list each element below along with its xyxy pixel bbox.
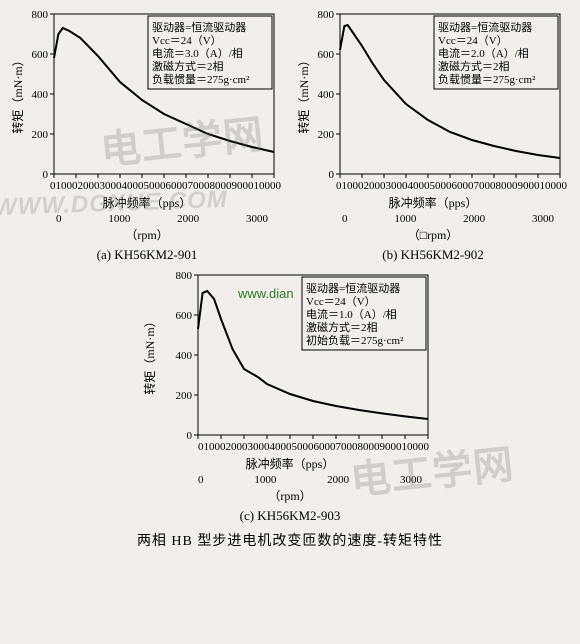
svg-text:0: 0 bbox=[43, 169, 49, 181]
svg-text:400: 400 bbox=[176, 350, 193, 362]
chart-a-svg: 0 200 400 600 800 转矩（mN·m） 驱动器=恒流驱动器Vcc＝24（V）电… bbox=[8, 6, 286, 182]
svg-text:初始负载＝275g·cm²: 初始负载＝275g·cm² bbox=[306, 333, 404, 347]
tick-label: 0 bbox=[198, 474, 204, 486]
tick-label: 0 bbox=[56, 213, 62, 225]
tick-label: 1000 bbox=[394, 213, 416, 225]
tick-label: 2000 bbox=[327, 474, 349, 486]
chart-b-rpm-ticks: 0 1000 2000 3000 bbox=[294, 213, 572, 225]
chart-a-subcaption: (a) KH56KM2-901 bbox=[8, 247, 286, 263]
tick-label: 0 bbox=[342, 213, 348, 225]
svg-text:负载惯量＝275g·cm²: 负载惯量＝275g·cm² bbox=[152, 72, 250, 86]
svg-text:转矩（mN·m）: 转矩（mN·m） bbox=[10, 54, 25, 133]
chart-c-svg: 0 200 400 600 800 转矩（mN·m） 驱动器=恒流驱动器Vcc＝24（V）电… bbox=[140, 267, 440, 443]
svg-text:激磁方式＝2相: 激磁方式＝2相 bbox=[438, 59, 510, 73]
svg-text:负载惯量＝275g·cm²: 负载惯量＝275g·cm² bbox=[438, 72, 536, 86]
svg-text:驱动器=恒流驱动器: 驱动器=恒流驱动器 bbox=[438, 20, 532, 34]
svg-text:600: 600 bbox=[318, 49, 335, 61]
chart-c-rpm-ticks: 0 1000 2000 3000 bbox=[140, 474, 440, 486]
svg-text:Vcc＝24（V）: Vcc＝24（V） bbox=[306, 295, 376, 308]
svg-text:电流＝3.0（A）/相: 电流＝3.0（A）/相 bbox=[152, 46, 243, 60]
svg-text:电流＝1.0（A）/相: 电流＝1.0（A）/相 bbox=[306, 307, 397, 321]
svg-text:200: 200 bbox=[176, 390, 193, 402]
figure-caption: 两相 HB 型步进电机改变匝数的速度-转矩特性 bbox=[0, 530, 580, 550]
chart-panel-a: 0 200 400 600 800 转矩（mN·m） 驱动器=恒流驱动器Vcc＝24（V）电… bbox=[8, 6, 286, 263]
svg-text:激磁方式＝2相: 激磁方式＝2相 bbox=[306, 320, 378, 334]
svg-text:600: 600 bbox=[32, 49, 49, 61]
tick-label: 2000 bbox=[463, 213, 485, 225]
chart-b-rpm-label: （□rpm） bbox=[294, 226, 572, 243]
svg-text:驱动器=恒流驱动器: 驱动器=恒流驱动器 bbox=[152, 20, 246, 34]
chart-a-rpm-label: （rpm） bbox=[8, 226, 286, 243]
svg-text:800: 800 bbox=[176, 270, 193, 282]
svg-text:0: 0 bbox=[329, 169, 335, 181]
chart-c: 0 200 400 600 800 转矩（mN·m） 驱动器=恒流驱动器Vcc＝24（V）电… bbox=[140, 267, 440, 443]
svg-text:Vcc＝24（V）: Vcc＝24（V） bbox=[152, 34, 222, 47]
chart-c-rpm-label: （rpm） bbox=[140, 487, 440, 504]
svg-text:激磁方式＝2相: 激磁方式＝2相 bbox=[152, 59, 224, 73]
svg-text:驱动器=恒流驱动器: 驱动器=恒流驱动器 bbox=[306, 281, 400, 295]
chart-c-subcaption: (c) KH56KM2-903 bbox=[140, 508, 440, 524]
svg-text:600: 600 bbox=[176, 310, 193, 322]
tick-label: 3000 bbox=[532, 213, 554, 225]
svg-text:转矩（mN·m）: 转矩（mN·m） bbox=[296, 54, 311, 133]
tick-label: 1000 bbox=[254, 474, 276, 486]
tick-label: 1000 bbox=[108, 213, 130, 225]
svg-text:400: 400 bbox=[318, 89, 335, 101]
chart-c-pps-label: 脉冲频率（pps） bbox=[140, 455, 440, 472]
chart-b-svg: 0 200 400 600 800 转矩（mN·m） 驱动器=恒流驱动器Vcc＝24（V）电… bbox=[294, 6, 572, 182]
chart-a-rpm-ticks: 0 1000 2000 3000 bbox=[8, 213, 286, 225]
svg-text:200: 200 bbox=[318, 129, 335, 141]
svg-text:800: 800 bbox=[318, 9, 335, 21]
svg-text:Vcc＝24（V）: Vcc＝24（V） bbox=[438, 34, 508, 47]
chart-b-pps-label: 脉冲频率（pps） bbox=[294, 194, 572, 211]
tick-label: 3000 bbox=[400, 474, 422, 486]
svg-text:200: 200 bbox=[32, 129, 49, 141]
chart-a-pps-label: 脉冲频率（pps） bbox=[8, 194, 286, 211]
chart-b: 0 200 400 600 800 转矩（mN·m） 驱动器=恒流驱动器Vcc＝24（V）电… bbox=[294, 6, 572, 182]
svg-text:电流＝2.0（A）/相: 电流＝2.0（A）/相 bbox=[438, 46, 529, 60]
chart-panel-b: 0 200 400 600 800 转矩（mN·m） 驱动器=恒流驱动器Vcc＝24（V）电… bbox=[294, 6, 572, 263]
svg-text:0: 0 bbox=[187, 430, 193, 442]
svg-text:400: 400 bbox=[32, 89, 49, 101]
tick-label: 3000 bbox=[246, 213, 268, 225]
chart-panel-c: 0 200 400 600 800 转矩（mN·m） 驱动器=恒流驱动器Vcc＝24（V）电… bbox=[140, 267, 440, 524]
svg-text:转矩（mN·m）: 转矩（mN·m） bbox=[142, 315, 157, 394]
svg-text:800: 800 bbox=[32, 9, 49, 21]
chart-a: 0 200 400 600 800 转矩（mN·m） 驱动器=恒流驱动器Vcc＝24（V）电… bbox=[8, 6, 286, 182]
tick-label: 2000 bbox=[177, 213, 199, 225]
chart-b-subcaption: (b) KH56KM2-902 bbox=[294, 247, 572, 263]
